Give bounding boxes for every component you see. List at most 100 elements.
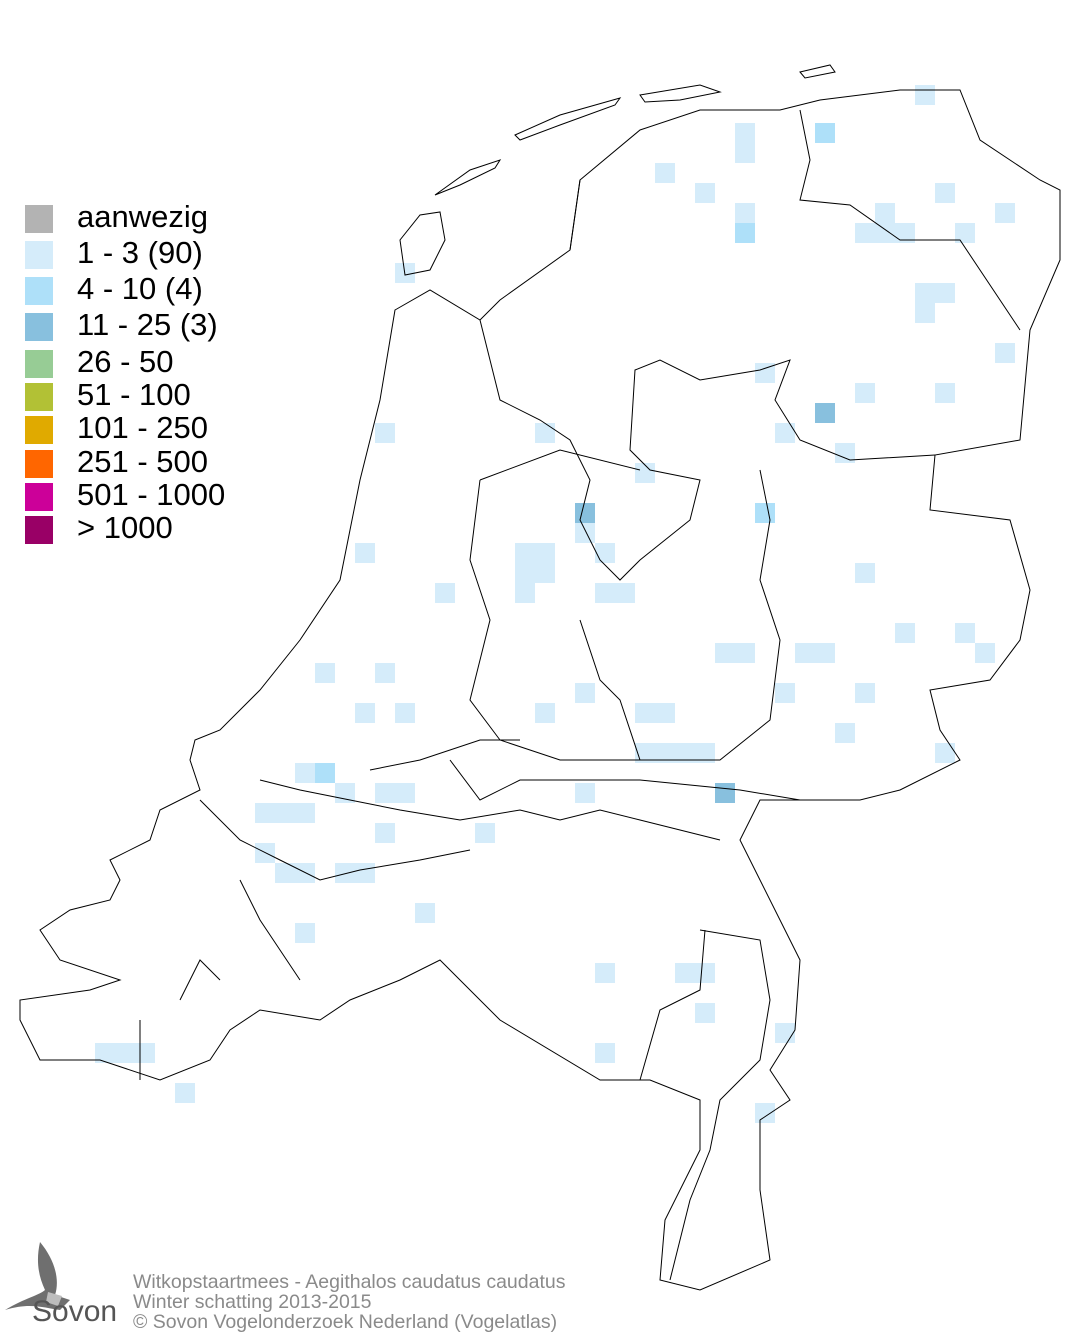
grid-cell <box>595 1043 615 1063</box>
grid-cell <box>535 563 555 583</box>
map-cells <box>95 85 1015 1123</box>
grid-cell <box>275 803 295 823</box>
grid-cell <box>875 203 895 223</box>
grid-cell <box>815 643 835 663</box>
grid-cell <box>595 543 615 563</box>
grid-cell <box>635 463 655 483</box>
grid-cell <box>635 703 655 723</box>
grid-cell <box>895 223 915 243</box>
grid-cell <box>935 283 955 303</box>
grid-cell <box>575 783 595 803</box>
grid-cell <box>255 803 275 823</box>
grid-cell <box>115 1043 135 1063</box>
grid-cell <box>775 423 795 443</box>
grid-cell <box>935 743 955 763</box>
period-label: Winter schatting 2013-2015 <box>133 1291 372 1313</box>
grid-cell <box>935 183 955 203</box>
legend-swatch <box>25 313 53 341</box>
grid-cell <box>395 703 415 723</box>
legend-label: > 1000 <box>77 510 173 545</box>
grid-cell <box>475 823 495 843</box>
grid-cell <box>935 383 955 403</box>
map-caption: Witkopstaartmees - Aegithalos caudatus c… <box>133 1272 566 1332</box>
grid-cell <box>575 683 595 703</box>
legend-swatch <box>25 450 53 478</box>
grid-cell <box>715 783 735 803</box>
grid-cell <box>715 643 735 663</box>
grid-cell <box>835 443 855 463</box>
grid-cell <box>735 143 755 163</box>
copyright-label: © Sovon Vogelonderzoek Nederland (Vogela… <box>133 1311 558 1333</box>
legend-swatch <box>25 241 53 269</box>
legend-swatch <box>25 350 53 378</box>
island-schiermonnikoog <box>799 64 836 79</box>
grid-cell <box>755 1103 775 1123</box>
grid-cell <box>415 903 435 923</box>
grid-cell <box>595 583 615 603</box>
grid-cell <box>375 423 395 443</box>
legend-swatch <box>25 277 53 305</box>
grid-cell <box>735 203 755 223</box>
grid-cell <box>755 363 775 383</box>
legend-label: 11 - 25 (3) <box>77 307 218 342</box>
grid-cell <box>995 203 1015 223</box>
grid-cell <box>995 343 1015 363</box>
grid-cell <box>675 743 695 763</box>
legend-swatch <box>25 483 53 511</box>
grid-cell <box>355 703 375 723</box>
grid-cell <box>515 583 535 603</box>
grid-cell <box>915 303 935 323</box>
sovon-logo-text: Sovon <box>32 1295 118 1328</box>
legend-label: 1 - 3 (90) <box>77 235 203 270</box>
legend-swatch <box>25 516 53 544</box>
grid-cell <box>535 703 555 723</box>
grid-cell <box>775 1023 795 1043</box>
grid-cell <box>295 923 315 943</box>
grid-cell <box>975 643 995 663</box>
grid-cell <box>295 763 315 783</box>
island-ameland <box>639 84 722 103</box>
grid-cell <box>875 223 895 243</box>
grid-cell <box>675 963 695 983</box>
grid-cell <box>815 123 835 143</box>
grid-cell <box>855 683 875 703</box>
grid-cell <box>335 863 355 883</box>
grid-cell <box>355 863 375 883</box>
grid-cell <box>295 803 315 823</box>
island-vlieland <box>434 159 502 196</box>
grid-cell <box>135 1043 155 1063</box>
grid-cell <box>695 183 715 203</box>
grid-cell <box>575 503 595 523</box>
grid-cell <box>395 783 415 803</box>
legend-swatch <box>25 383 53 411</box>
grid-cell <box>515 543 535 563</box>
legend-swatch <box>25 416 53 444</box>
grid-cell <box>695 1003 715 1023</box>
grid-cell <box>635 743 655 763</box>
grid-cell <box>755 503 775 523</box>
island-terschelling <box>514 97 622 141</box>
grid-cell <box>955 223 975 243</box>
grid-cell <box>735 223 755 243</box>
grid-cell <box>695 743 715 763</box>
legend-swatch <box>25 205 53 233</box>
legend-label: 51 - 100 <box>77 377 191 412</box>
grid-cell <box>915 85 935 105</box>
grid-cell <box>595 963 615 983</box>
species-title: Witkopstaartmees - Aegithalos caudatus c… <box>133 1271 566 1293</box>
grid-cell <box>795 643 815 663</box>
grid-cell <box>535 423 555 443</box>
grid-cell <box>855 563 875 583</box>
grid-cell <box>535 543 555 563</box>
legend-label: 501 - 1000 <box>77 477 226 512</box>
grid-cell <box>815 403 835 423</box>
grid-cell <box>655 163 675 183</box>
grid-cell <box>895 623 915 643</box>
grid-cell <box>775 683 795 703</box>
legend-label: 251 - 500 <box>77 444 208 479</box>
grid-cell <box>835 723 855 743</box>
grid-cell <box>915 283 935 303</box>
grid-cell <box>375 823 395 843</box>
legend-label: 4 - 10 (4) <box>77 271 203 306</box>
grid-cell <box>695 963 715 983</box>
